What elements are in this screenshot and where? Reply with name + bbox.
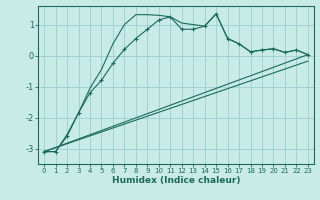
X-axis label: Humidex (Indice chaleur): Humidex (Indice chaleur) [112, 176, 240, 185]
